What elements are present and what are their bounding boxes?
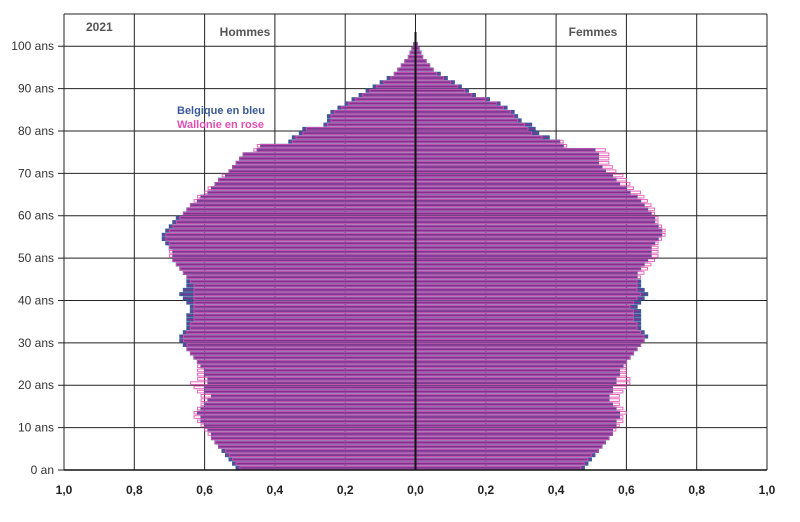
- y-tick-label: 20 ans: [18, 378, 54, 392]
- year-label: 2021: [86, 20, 113, 34]
- y-tick-label: 70 ans: [18, 166, 54, 180]
- y-tick-label: 30 ans: [18, 336, 54, 350]
- y-tick-label: 80 ans: [18, 124, 54, 138]
- femmes-label: Femmes: [569, 25, 618, 39]
- x-tick-label: 0,4: [548, 483, 565, 497]
- y-tick-label: 60 ans: [18, 209, 54, 223]
- x-tick-label: 0,2: [477, 483, 494, 497]
- y-tick-label: 50 ans: [18, 251, 54, 265]
- x-tick-label: 1,0: [759, 483, 776, 497]
- x-tick-label: 0,4: [267, 483, 284, 497]
- x-tick-label: 0,6: [196, 483, 213, 497]
- x-tick-label: 0,8: [688, 483, 705, 497]
- x-tick-label: 0,8: [126, 483, 143, 497]
- x-tick-label: 0,2: [337, 483, 354, 497]
- x-tick-label: 0,6: [618, 483, 635, 497]
- y-tick-label: 100 ans: [11, 39, 54, 53]
- y-tick-label: 10 ans: [18, 421, 54, 435]
- hommes-label: Hommes: [220, 25, 271, 39]
- y-tick-label: 40 ans: [18, 293, 54, 307]
- y-tick-label: 0 an: [31, 463, 54, 477]
- legend-wallonie: Wallonie en rose: [177, 119, 264, 131]
- y-tick-label: 90 ans: [18, 82, 54, 96]
- axes: 1,0 0,8 0,6 0,4 0,2 0,0 0,2 0,4 0,6 0,8 1,00 an10 …: [11, 32, 776, 497]
- legend-belgique: Belgique en bleu: [177, 105, 265, 117]
- labels: 2021 Hommes Femmes Belgique en bleu Wall…: [86, 20, 618, 131]
- bars: [161, 42, 666, 470]
- x-tick-label: 0,0: [407, 483, 424, 497]
- x-tick-label: 1,0: [56, 483, 73, 497]
